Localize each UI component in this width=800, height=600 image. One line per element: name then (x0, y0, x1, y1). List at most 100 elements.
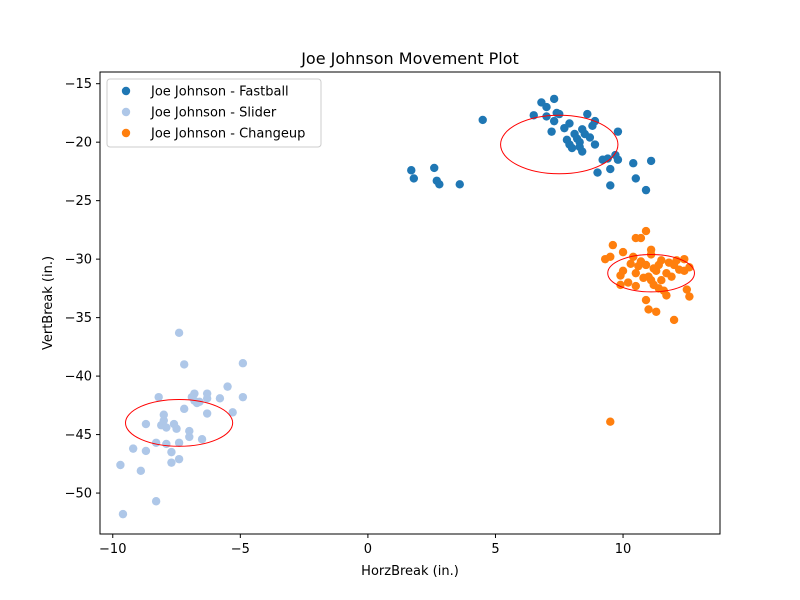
x-tick-label: 5 (491, 542, 499, 557)
joe-johnson-fastball-point (549, 94, 559, 104)
joe-johnson-changeup-legend-marker (121, 128, 131, 138)
joe-johnson-slider-point (154, 392, 163, 402)
joe-johnson-fastball-point (547, 127, 556, 136)
joe-johnson-slider-ellipse (125, 398, 234, 447)
joe-johnson-fastball-point (613, 127, 623, 136)
y-tick-label: −45 (65, 428, 92, 443)
x-tick-label: 0 (364, 542, 372, 557)
joe-johnson-slider-point (174, 438, 184, 447)
joe-johnson-slider-point (141, 419, 151, 429)
joe-johnson-fastball-legend-marker (121, 86, 131, 96)
joe-johnson-slider-point (228, 408, 237, 417)
joe-johnson-fastball-point (565, 119, 574, 128)
joe-johnson-fastball-point (435, 180, 444, 189)
joe-johnson-changeup-point (636, 233, 646, 243)
joe-johnson-changeup-point (657, 275, 666, 285)
joe-johnson-slider-point (197, 435, 207, 444)
legend: Joe Johnson - Fastball Joe Johnson - Slid… (106, 78, 322, 148)
y-tick-label: −15 (65, 77, 92, 92)
joe-johnson-fastball-point (593, 168, 602, 177)
joe-johnson-fastball-point (613, 155, 623, 164)
y-axis: −15 −20 −25 −30 −35 −40 −45 −50 (65, 77, 100, 502)
joe-johnson-slider-point (185, 432, 194, 442)
joe-johnson-fastball-point (629, 159, 638, 168)
axes-frame (99, 71, 721, 535)
joe-johnson-fastball-point (641, 185, 651, 195)
joe-johnson-changeup-point (641, 260, 651, 270)
joe-johnson-slider-point (159, 416, 168, 425)
joe-johnson-fastball-point (409, 174, 419, 183)
joe-johnson-changeup-point (631, 281, 641, 291)
joe-johnson-fastball-ellipse (500, 114, 619, 175)
joe-johnson-fastball-series (407, 94, 656, 195)
x-tick-label: 10 (615, 542, 632, 557)
joe-johnson-fastball-legend-label: Joe Johnson - Fastball (150, 85, 289, 100)
joe-johnson-slider-point (215, 394, 225, 403)
x-tick-label: −10 (99, 542, 126, 557)
joe-johnson-slider-point (202, 409, 212, 418)
y-tick-label: −25 (65, 194, 92, 209)
joe-johnson-slider-point (151, 497, 161, 506)
joe-johnson-changeup-point (618, 266, 628, 276)
y-tick-label: −50 (65, 487, 92, 502)
joe-johnson-fastball-point (603, 154, 612, 163)
joe-johnson-fastball-point (606, 164, 615, 174)
joe-johnson-slider-point (174, 454, 184, 464)
joe-johnson-slider-point (172, 424, 181, 433)
joe-johnson-fastball-point (606, 181, 615, 190)
joe-johnson-changeup-point (641, 295, 651, 305)
x-axis: −10 −5 0 5 10 (99, 534, 631, 557)
joe-johnson-slider-point (223, 382, 232, 391)
joe-johnson-changeup-point (629, 252, 638, 261)
joe-johnson-fastball-point (455, 180, 464, 189)
joe-johnson-slider-point (136, 466, 146, 476)
y-tick-label: −20 (65, 136, 92, 151)
x-tick-label: −5 (231, 542, 250, 557)
joe-johnson-changeup-point (667, 272, 676, 281)
joe-johnson-slider-point (162, 439, 171, 449)
joe-johnson-fastball-point (555, 109, 564, 119)
joe-johnson-fastball-point (542, 112, 551, 121)
joe-johnson-slider-point (202, 394, 212, 403)
joe-johnson-slider-point (185, 426, 194, 436)
y-tick-label: −40 (65, 370, 92, 385)
joe-johnson-changeup-point (682, 285, 692, 294)
joe-johnson-slider-point (174, 328, 184, 338)
joe-johnson-slider-point (238, 392, 248, 402)
joe-johnson-slider-point (238, 359, 248, 368)
y-tick-label: −30 (65, 253, 92, 268)
joe-johnson-slider-point (151, 438, 161, 447)
joe-johnson-changeup-point (641, 226, 651, 236)
chart-title: Joe Johnson Movement Plot (300, 49, 519, 68)
joe-johnson-slider-point (128, 444, 138, 453)
joe-johnson-slider-point (159, 410, 168, 419)
joe-johnson-changeup-point (680, 254, 689, 264)
joe-johnson-changeup-point (608, 240, 618, 250)
joe-johnson-fastball-point (583, 109, 592, 119)
joe-johnson-fastball-point (631, 174, 641, 183)
joe-johnson-slider-point (116, 460, 125, 470)
joe-johnson-changeup-point (652, 307, 661, 316)
joe-johnson-changeup-point (631, 268, 641, 278)
y-tick-label: −35 (65, 311, 92, 326)
joe-johnson-fastball-point (407, 166, 416, 175)
joe-johnson-changeup-point (606, 252, 615, 261)
joe-johnson-slider-point (190, 389, 199, 398)
joe-johnson-slider-legend-label: Joe Johnson - Slider (150, 106, 277, 121)
joe-johnson-changeup-ellipse (607, 253, 695, 293)
joe-johnson-changeup-point (685, 292, 694, 301)
joe-johnson-changeup-point (657, 256, 666, 265)
plot-area (116, 94, 695, 519)
joe-johnson-changeup-point (685, 263, 694, 272)
joe-johnson-fastball-point (430, 163, 439, 173)
joe-johnson-fastball-point (585, 133, 595, 142)
joe-johnson-slider-point (141, 446, 151, 456)
joe-johnson-changeup-point (644, 305, 653, 314)
joe-johnson-slider-legend-marker (121, 107, 131, 117)
joe-johnson-changeup-point (662, 291, 671, 300)
joe-johnson-changeup-point (626, 259, 635, 269)
joe-johnson-fastball-point (478, 115, 487, 125)
y-axis-title: VertBreak (in.) (41, 256, 56, 350)
joe-johnson-slider-point (167, 447, 176, 457)
